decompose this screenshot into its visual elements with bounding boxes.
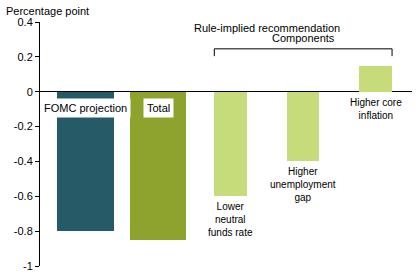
- svg-text:Rule-implied recommendation: Rule-implied recommendation: [194, 22, 340, 34]
- svg-text:Components: Components: [272, 32, 335, 44]
- svg-text:0: 0: [27, 86, 33, 98]
- svg-text:-0.2: -0.2: [14, 120, 33, 132]
- svg-text:Percentage point: Percentage point: [6, 5, 89, 17]
- svg-text:-0.8: -0.8: [14, 225, 33, 237]
- svg-text:FOMC projection: FOMC projection: [44, 102, 127, 114]
- svg-text:-0.6: -0.6: [14, 190, 33, 202]
- svg-text:Higher coreinflation: Higher coreinflation: [350, 97, 402, 121]
- svg-text:Higherunemploymentgap: Higherunemploymentgap: [270, 166, 336, 203]
- svg-text:0.4: 0.4: [18, 16, 33, 28]
- svg-text:-1: -1: [23, 260, 33, 272]
- svg-text:-0.4: -0.4: [14, 155, 33, 167]
- svg-text:Lowerneutralfunds rate: Lowerneutralfunds rate: [208, 201, 253, 238]
- svg-text:0.2: 0.2: [18, 51, 33, 63]
- svg-text:Total: Total: [147, 102, 170, 114]
